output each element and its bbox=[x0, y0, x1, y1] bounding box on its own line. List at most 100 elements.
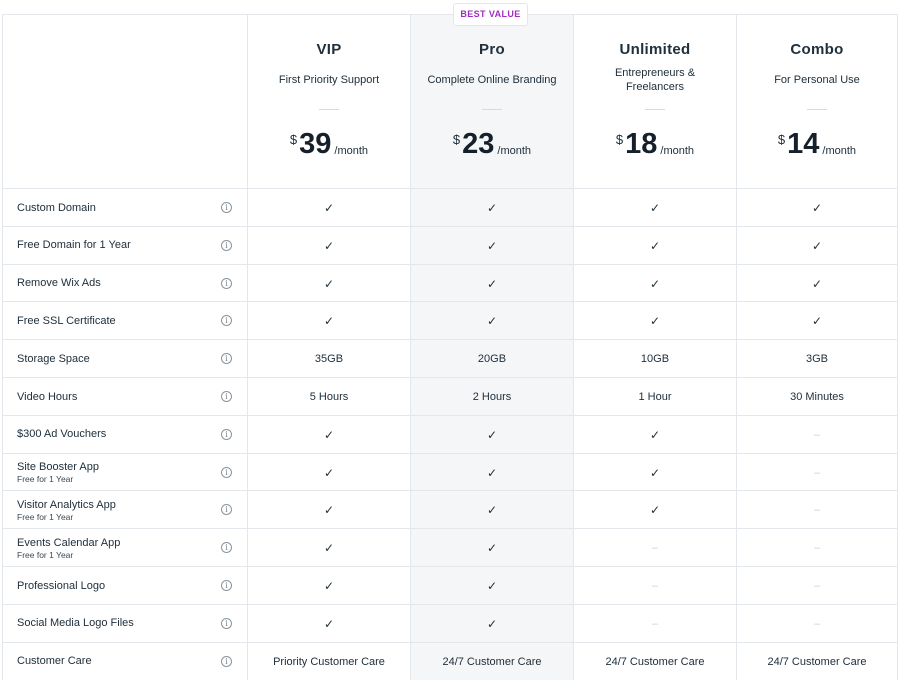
checkmark-icon: ✓ bbox=[486, 465, 498, 480]
checkmark-icon: ✓ bbox=[649, 427, 661, 442]
price-currency: $ bbox=[615, 132, 624, 147]
column-divider bbox=[573, 15, 574, 680]
price-currency: $ bbox=[777, 132, 786, 147]
checkmark-icon: ✓ bbox=[486, 541, 498, 556]
plan-subtitle: Entrepreneurs & Freelancers bbox=[614, 67, 696, 93]
table-row: Customer Care i Priority Customer Care 24/7… bbox=[3, 643, 897, 680]
plan-name: Combo bbox=[790, 41, 844, 58]
plan-divider bbox=[645, 109, 665, 110]
column-divider bbox=[410, 15, 411, 680]
feature-label: Remove Wix Ads bbox=[17, 277, 101, 290]
pricing-comparison-table: VIP First Priority Support $39/month Pro… bbox=[2, 14, 898, 680]
row-divider bbox=[3, 603, 897, 605]
plan-name: Unlimited bbox=[619, 41, 691, 58]
info-icon[interactable]: i bbox=[221, 239, 232, 251]
row-divider bbox=[3, 566, 897, 567]
feature-name: Customer Care bbox=[17, 643, 92, 680]
plan-header-pro: Pro Complete Online Branding $23/month bbox=[411, 15, 573, 188]
table-row: Site Booster App Free for 1 Year i ✓ ✓ ✓ – bbox=[3, 454, 897, 492]
feature-name: Site Booster App Free for 1 Year bbox=[17, 454, 99, 492]
cell-value: 3GB bbox=[805, 353, 828, 366]
checkmark-icon: ✓ bbox=[323, 465, 335, 480]
checkmark-icon: ✓ bbox=[811, 238, 823, 253]
feature-name: Video Hours bbox=[17, 378, 77, 416]
row-divider bbox=[3, 414, 897, 416]
table-row: Free Domain for 1 Year i ✓ ✓ ✓ ✓ bbox=[3, 227, 897, 265]
pro-column-highlight bbox=[411, 15, 574, 680]
cell-value: 20GB bbox=[477, 353, 507, 366]
checkmark-icon: ✓ bbox=[811, 314, 823, 329]
price-period: /month bbox=[822, 145, 857, 157]
plan-header-unlimited: Unlimited Entrepreneurs & Freelancers $1… bbox=[574, 15, 736, 188]
not-included-dash: – bbox=[813, 580, 821, 592]
row-divider bbox=[3, 263, 897, 265]
price-period: /month bbox=[660, 145, 695, 157]
cell-value: 30 Minutes bbox=[790, 391, 844, 403]
plan-subtitle: First Priority Support bbox=[278, 74, 380, 86]
not-included-dash: – bbox=[651, 580, 659, 592]
plan-name: VIP bbox=[316, 41, 342, 58]
row-divider bbox=[3, 225, 897, 227]
row-divider bbox=[3, 188, 897, 189]
info-icon[interactable]: i bbox=[221, 617, 232, 629]
info-icon[interactable]: i bbox=[221, 391, 232, 402]
info-icon[interactable]: i bbox=[221, 655, 232, 667]
feature-label: Social Media Logo Files bbox=[17, 617, 134, 630]
plan-subtitle: Complete Online Branding bbox=[427, 74, 557, 86]
cell-value: 24/7 Customer Care bbox=[605, 655, 705, 668]
checkmark-icon: ✓ bbox=[323, 541, 335, 556]
feature-name: Visitor Analytics App Free for 1 Year bbox=[17, 491, 116, 529]
info-icon[interactable]: i bbox=[221, 202, 232, 213]
feature-name: Professional Logo bbox=[17, 567, 105, 605]
plan-divider bbox=[482, 109, 502, 110]
feature-label: Events Calendar App bbox=[17, 536, 121, 549]
feature-label: Free Domain for 1 Year bbox=[17, 239, 131, 252]
info-icon[interactable]: i bbox=[221, 542, 232, 554]
info-icon[interactable]: i bbox=[221, 315, 232, 327]
checkmark-icon: ✓ bbox=[811, 201, 823, 215]
plan-name: Pro bbox=[479, 41, 505, 58]
not-included-dash: – bbox=[813, 504, 821, 517]
feature-sublabel: Free for 1 Year bbox=[17, 474, 74, 485]
info-icon[interactable]: i bbox=[221, 504, 232, 516]
cell-value: 2 Hours bbox=[472, 391, 512, 403]
plan-header-vip: VIP First Priority Support $39/month bbox=[248, 15, 410, 188]
plan-price: $39/month bbox=[248, 128, 410, 161]
info-icon[interactable]: i bbox=[221, 277, 232, 289]
feature-label: Visitor Analytics App bbox=[17, 498, 116, 511]
checkmark-icon: ✓ bbox=[649, 314, 661, 329]
price-period: /month bbox=[334, 145, 369, 157]
table-row: Social Media Logo Files i ✓ ✓ – – bbox=[3, 605, 897, 643]
table-row: Visitor Analytics App Free for 1 Year i ✓ ✓ ✓… bbox=[3, 491, 897, 529]
checkmark-icon: ✓ bbox=[649, 201, 661, 215]
checkmark-icon: ✓ bbox=[486, 427, 498, 442]
not-included-dash: – bbox=[813, 428, 821, 441]
feature-sublabel: Free for 1 Year bbox=[17, 511, 74, 522]
not-included-dash: – bbox=[813, 617, 821, 630]
table-row: Video Hours i 5 Hours 2 Hours 1 Hour 30 Minut… bbox=[3, 378, 897, 416]
checkmark-icon: ✓ bbox=[486, 616, 498, 631]
cell-value: 35GB bbox=[314, 353, 344, 366]
row-divider bbox=[3, 339, 897, 341]
feature-label: Video Hours bbox=[17, 390, 78, 403]
info-icon[interactable]: i bbox=[221, 428, 232, 440]
column-divider bbox=[736, 15, 737, 680]
feature-name: Storage Space bbox=[17, 340, 90, 378]
checkmark-icon: ✓ bbox=[486, 503, 498, 518]
info-icon[interactable]: i bbox=[221, 353, 232, 365]
table-row: Free SSL Certificate i ✓ ✓ ✓ ✓ bbox=[3, 302, 897, 340]
feature-name: Free SSL Certificate bbox=[17, 302, 116, 340]
checkmark-icon: ✓ bbox=[649, 238, 661, 253]
table-row: $300 Ad Vouchers i ✓ ✓ ✓ – bbox=[3, 416, 897, 454]
plan-price: $14/month bbox=[737, 128, 897, 161]
not-included-dash: – bbox=[813, 542, 821, 555]
row-divider bbox=[3, 641, 897, 643]
info-icon[interactable]: i bbox=[221, 466, 232, 478]
price-amount: 39 bbox=[299, 128, 332, 160]
feature-label: $300 Ad Vouchers bbox=[17, 428, 107, 441]
row-divider bbox=[3, 528, 897, 530]
feature-name: Free Domain for 1 Year bbox=[17, 227, 131, 265]
info-icon[interactable]: i bbox=[221, 580, 232, 591]
checkmark-icon: ✓ bbox=[486, 276, 498, 291]
checkmark-icon: ✓ bbox=[323, 427, 335, 442]
